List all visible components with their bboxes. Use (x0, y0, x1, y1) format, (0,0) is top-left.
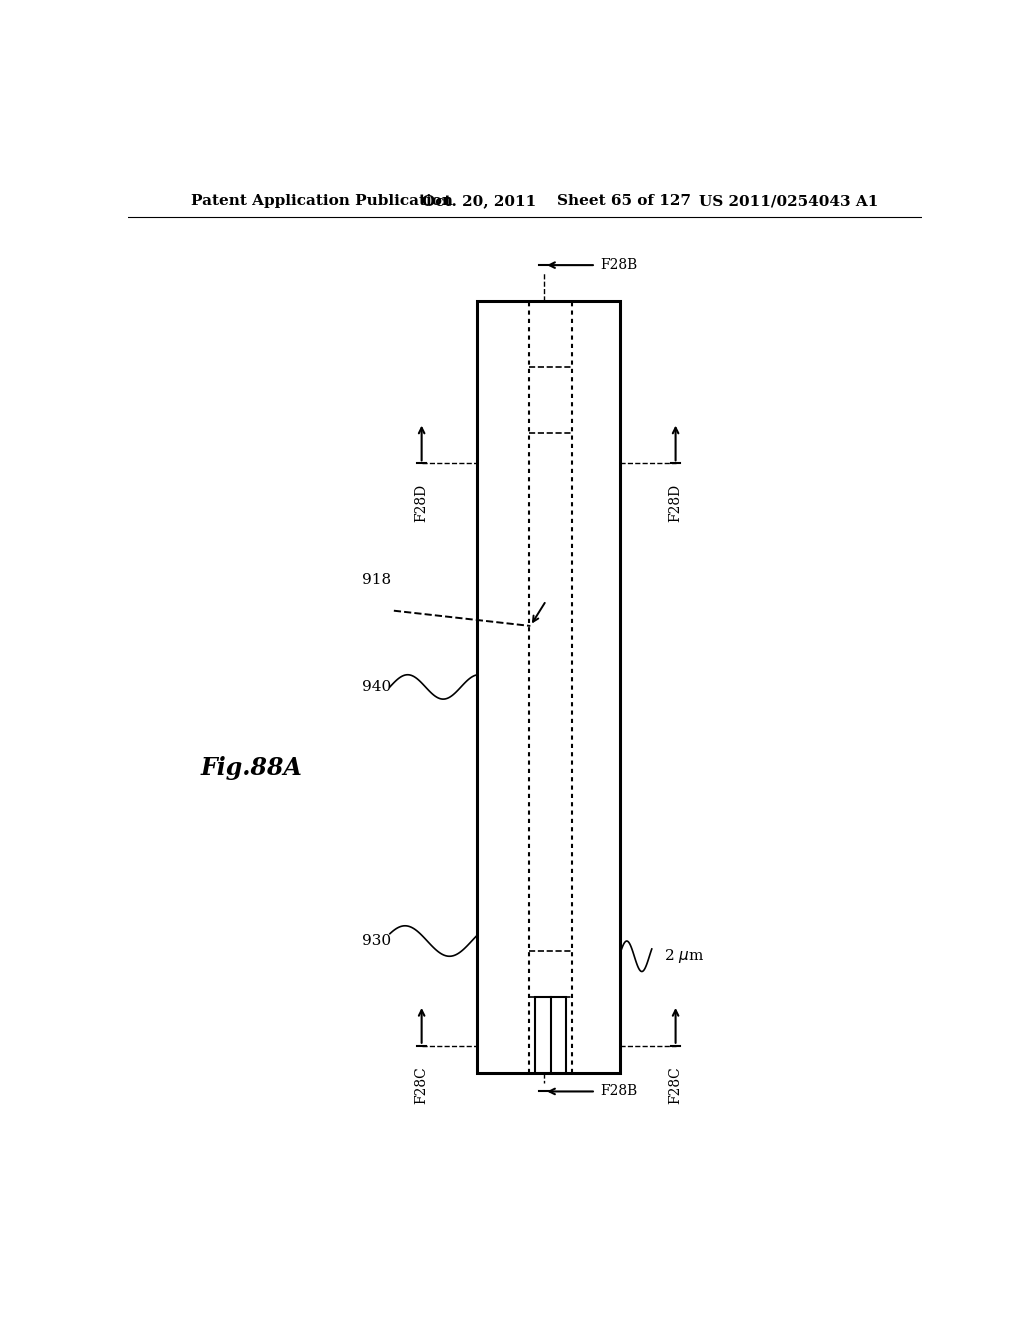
Bar (536, 997, 566, 1073)
Text: Patent Application Publication: Patent Application Publication (191, 194, 454, 209)
Text: 918: 918 (362, 573, 391, 587)
Text: US 2011/0254043 A1: US 2011/0254043 A1 (699, 194, 879, 209)
Text: F28C: F28C (415, 1067, 429, 1104)
Text: F28C: F28C (669, 1067, 683, 1104)
Bar (477, 301, 621, 1073)
Text: Oct. 20, 2011: Oct. 20, 2011 (422, 194, 536, 209)
Text: F28D: F28D (415, 483, 429, 521)
Text: F28B: F28B (600, 259, 637, 272)
Text: Fig.88A: Fig.88A (200, 756, 302, 780)
Text: Sheet 65 of 127: Sheet 65 of 127 (557, 194, 690, 209)
Text: 940: 940 (362, 680, 391, 694)
Text: F28B: F28B (600, 1085, 637, 1098)
Text: 2 $\mu$m: 2 $\mu$m (664, 948, 703, 965)
Text: F28D: F28D (669, 483, 683, 521)
Text: 930: 930 (362, 935, 391, 948)
